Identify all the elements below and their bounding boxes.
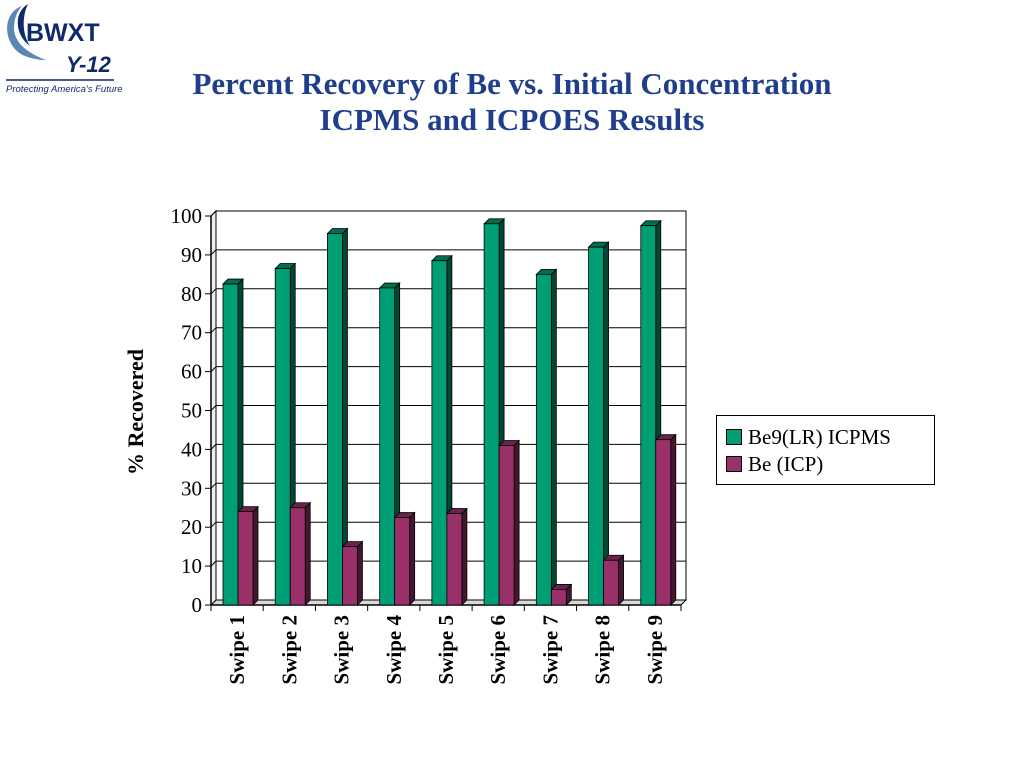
logo-swoosh-inner [17,4,30,46]
y-tick-label-90: 90 [181,243,202,267]
bar-side [252,505,259,606]
logo-line2: Y-12 [66,52,112,77]
bar-front [588,246,604,606]
chart-legend: Be9(LR) ICPMS Be (ICP) [716,415,935,485]
bar-side [409,511,416,606]
logo-tagline: Protecting America's Future [6,84,123,95]
gridline-side-10 [210,560,217,567]
bar-side [550,268,557,606]
bar-side [618,554,624,606]
bar-icp-2 [289,501,312,606]
gridline-side-80 [210,288,217,295]
x-tick-label-2: Swipe 2 [277,615,301,684]
legend-swatch-series-2 [726,456,742,472]
y-tick-label-0: 0 [192,593,203,617]
y-tick-label-60: 60 [181,360,202,384]
x-tick-label-6: Swipe 6 [486,615,510,684]
y-axis-title: % Recovered [123,349,148,475]
bar-icp-3 [341,540,364,606]
title-line-1: Percent Recovery of Be vs. Initial Conce… [192,66,832,101]
bar-front [289,507,306,606]
y-tick-label-80: 80 [181,282,202,306]
x-tick-label-9: Swipe 9 [643,615,667,684]
bar-side [461,507,468,606]
bar-icp-9 [654,433,677,606]
x-tick-label-3: Swipe 3 [330,615,354,684]
bar-front [237,511,254,606]
x-tick-label-4: Swipe 4 [382,615,406,685]
bar-front [342,546,358,606]
bar-front [274,268,291,606]
title-line-2: ICPMS and ICPOES Results [319,102,705,137]
bar-front [327,233,343,606]
bar-icp-7 [550,583,573,606]
bar-front [498,445,515,606]
gridline-side-50 [210,405,217,411]
gridline-side-30 [210,482,217,489]
bar-icpms-7 [535,268,558,606]
bar-front [603,559,619,606]
legend-label-series-1: Be9(LR) ICPMS [748,425,891,449]
y-tick-label-10: 10 [181,554,202,578]
bar-side [603,241,609,606]
bwxt-y12-logo: BWXT Y-12 Protecting America's Future [6,4,123,95]
slide-title: Percent Recovery of Be vs. Initial Conce… [0,66,1024,138]
logo-line1: BWXT [26,19,100,47]
bar-side [670,433,677,606]
bar-front [483,223,500,606]
gridline-side-20 [210,521,217,528]
bar-side [304,501,311,606]
bar-front [446,513,463,606]
y-tick-label-20: 20 [181,515,202,539]
bar-side [357,540,363,606]
y-tick-label-70: 70 [181,321,202,345]
bar-front [394,517,411,606]
gridline-side-70 [210,327,217,334]
legend-item-series-2: Be (ICP) [726,452,823,476]
x-tick-label-1: Swipe 1 [225,615,249,684]
logo-swoosh [7,6,46,60]
legend-label-series-2: Be (ICP) [748,452,824,476]
bar-icp-5 [445,507,468,606]
gridline-side-100 [210,210,217,217]
y-tick-label-50: 50 [181,399,202,423]
gridline-side-40 [210,444,217,450]
x-tick-label-7: Swipe 7 [538,615,562,684]
y-tick-label-30: 30 [181,476,202,500]
bar-icp-4 [393,511,416,606]
bar-front [550,589,567,606]
gridline-side-90 [210,249,217,256]
bar-front [640,225,657,606]
y-tick-label-100: 100 [171,204,203,228]
x-tick-label-5: Swipe 5 [434,615,458,684]
bar-side [513,439,520,606]
gridline-side-60 [210,366,217,372]
bar-front [535,273,552,606]
bar-front [222,283,239,606]
x-tick-label-8: Swipe 8 [591,615,615,684]
legend-item-series-1: Be9(LR) ICPMS [726,425,891,449]
bar-icpms-8 [587,241,610,606]
bar-front [379,287,396,606]
bar-front [655,439,672,606]
legend-swatch-series-1 [726,429,742,445]
bar-front [431,260,448,606]
y-tick-label-40: 40 [181,437,202,461]
bar-icp-1 [237,505,259,606]
bar-icp-6 [498,439,521,606]
bar-icp-8 [602,554,625,606]
